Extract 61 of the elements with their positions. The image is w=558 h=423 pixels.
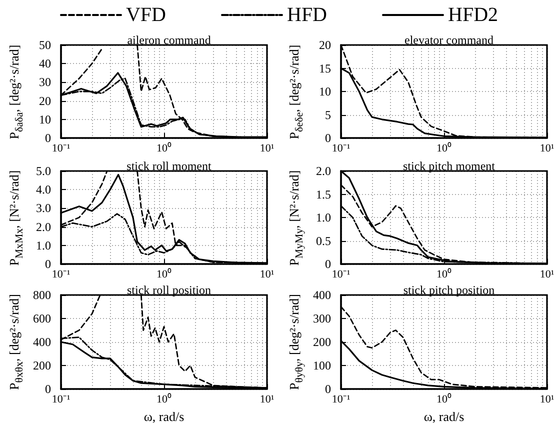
y-tick-label: 0 — [325, 257, 331, 271]
x-tick-label: 10¹ — [260, 142, 274, 154]
x-tick-label: 10¹ — [540, 268, 554, 280]
x-tick-label: 10¹ — [260, 394, 274, 406]
y-tick-label: 0 — [45, 257, 51, 271]
y-tick-label: 15 — [319, 61, 331, 76]
x-tick-label: 10⁻¹ — [52, 268, 70, 280]
y-tick-label: 300 — [313, 312, 331, 326]
y-tick-label: 1.5 — [316, 187, 331, 202]
y-tick-label: 50 — [39, 38, 51, 52]
x-tick-label: 10¹ — [540, 394, 554, 406]
chart-title: stick pitch position — [403, 283, 495, 297]
legend-label: HFD2 — [448, 4, 498, 26]
y-tick-label: 5.0 — [36, 164, 51, 178]
legend-label: HFD — [286, 4, 328, 26]
y-tick-label: 30 — [39, 75, 51, 90]
y-tick-label: 0 — [325, 382, 331, 396]
y-tick-label: 2.0 — [36, 220, 51, 234]
x-tick-label: 10⁰ — [436, 268, 452, 280]
y-tick-label: 20 — [39, 94, 51, 108]
y-tick-label: 0 — [45, 131, 51, 145]
x-tick-label: 10¹ — [260, 268, 274, 280]
chart-title: elevator command — [404, 33, 494, 47]
y-tick-label: 0.5 — [316, 234, 331, 248]
chart-title: stick roll position — [127, 283, 211, 297]
y-tick-label: 0 — [325, 131, 331, 145]
y-tick-label: 20 — [319, 38, 331, 52]
y-tick-label: 1.0 — [36, 238, 51, 252]
y-tick-label: 200 — [313, 335, 331, 349]
x-tick-label: 10⁰ — [156, 142, 172, 154]
y-tick-label: 5 — [325, 108, 331, 122]
chart-title: aileron command — [127, 33, 211, 47]
x-axis-title: ω, rad/s — [424, 409, 464, 423]
chart-title: stick pitch moment — [403, 159, 496, 173]
y-tick-label: 4.0 — [36, 182, 51, 197]
x-tick-label: 10¹ — [540, 142, 554, 154]
y-tick-label: 200 — [33, 358, 51, 372]
y-tick-label: 800 — [33, 288, 51, 302]
x-tick-label: 10⁰ — [436, 142, 452, 154]
x-tick-label: 10⁰ — [156, 268, 172, 280]
x-tick-label: 10⁻¹ — [332, 268, 350, 280]
x-tick-label: 10⁰ — [156, 392, 172, 406]
y-tick-label: 400 — [33, 335, 51, 349]
y-tick-label: 100 — [313, 358, 331, 372]
y-tick-label: 0 — [45, 382, 51, 396]
x-axis-title: ω, rad/s — [144, 409, 184, 423]
y-tick-label: 2.0 — [316, 164, 331, 178]
y-tick-label: 10 — [39, 112, 51, 126]
x-tick-label: 10⁰ — [436, 392, 452, 406]
legend-label: VFD — [126, 4, 166, 26]
y-tick-label: 3.0 — [36, 201, 51, 216]
y-tick-label: 400 — [313, 288, 331, 302]
x-tick-label: 10⁻¹ — [332, 142, 350, 154]
y-tick-label: 40 — [39, 56, 51, 71]
y-tick-label: 600 — [33, 312, 51, 326]
x-tick-label: 10⁻¹ — [52, 394, 70, 406]
y-tick-label: 10 — [319, 84, 331, 98]
x-tick-label: 10⁻¹ — [332, 394, 350, 406]
chart-title: stick roll moment — [126, 159, 212, 173]
y-tick-label: 1.0 — [316, 210, 331, 224]
x-tick-label: 10⁻¹ — [52, 142, 70, 154]
